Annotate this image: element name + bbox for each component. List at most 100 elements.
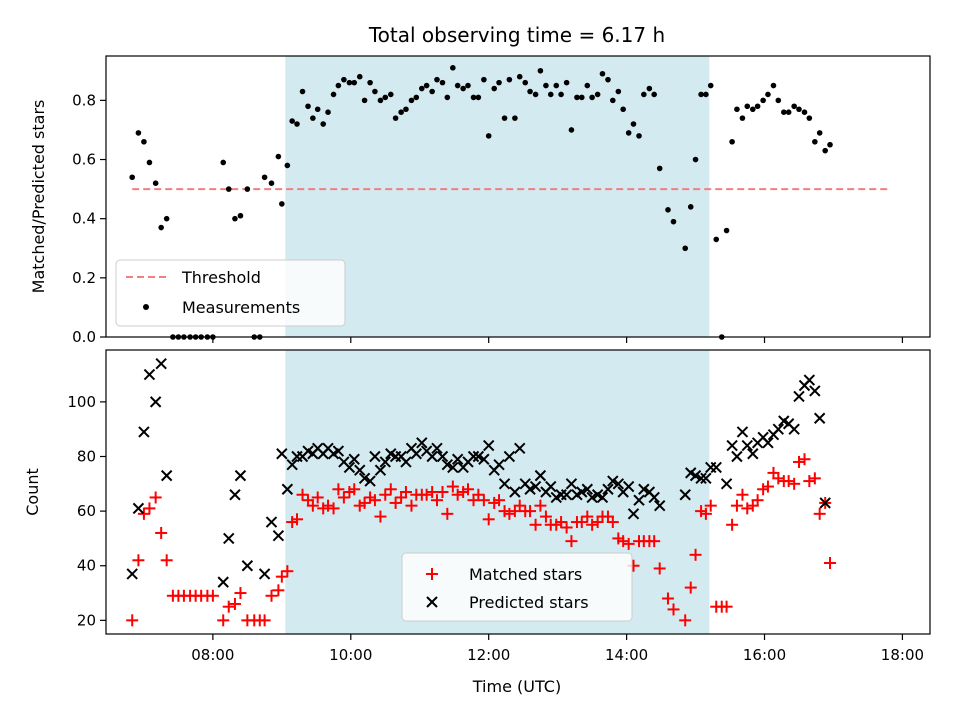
x-b (591, 489, 604, 501)
x-b (234, 469, 247, 482)
measurement-point (372, 88, 378, 95)
x-b (358, 472, 371, 485)
x-b (498, 478, 511, 490)
measurement-point (434, 76, 440, 83)
x-b (126, 568, 138, 580)
matched-star-point (348, 483, 361, 496)
x-b (160, 469, 173, 482)
x-b (679, 489, 691, 501)
x-b (809, 385, 821, 397)
measurement-point (496, 79, 502, 86)
x-b (700, 472, 712, 485)
predicted-star-point (581, 483, 594, 495)
predicted-star-point (498, 478, 511, 490)
x-b (514, 442, 526, 455)
measurement-point (294, 121, 300, 127)
legend-matched-swatch (426, 568, 438, 580)
measurement-point (827, 141, 833, 148)
predicted-star-point (276, 448, 288, 460)
predicted-star-point (358, 472, 371, 485)
x-b (757, 431, 769, 444)
predicted-star-point (622, 480, 635, 493)
matched-star-point (513, 499, 526, 512)
predicted-star-point (281, 483, 294, 495)
matched-star-point (653, 562, 666, 575)
x-b (343, 461, 356, 474)
predicted-star-point (633, 494, 645, 506)
x-b (622, 480, 635, 493)
legend-measurements-swatch (143, 304, 149, 310)
measurement-point (599, 70, 606, 77)
matched-star-point (679, 614, 692, 627)
measurement-point (558, 91, 564, 98)
matched-star-point (772, 472, 785, 485)
predicted-star-point (813, 412, 826, 424)
matched-star-point (751, 494, 764, 507)
predicted-star-point (534, 469, 547, 482)
x-b (648, 491, 660, 504)
predicted-star-point (343, 461, 356, 474)
matched-star-point (446, 480, 459, 493)
x-b (519, 478, 531, 490)
count-panel: 20 40 60 80 100 08:00 10:00 12:00 14:00 16:00 18:… (23, 349, 931, 696)
matched-star-point (477, 494, 490, 507)
matched-star-point (143, 502, 156, 515)
matched-star-point (586, 518, 599, 531)
measurement-point (377, 97, 384, 104)
measurement-point (796, 106, 802, 113)
predicted-star-point (689, 469, 702, 482)
measurement-point (450, 65, 456, 71)
matched-star-point (327, 502, 340, 515)
measurement-point (651, 91, 657, 98)
x-b (689, 469, 702, 482)
x-b (747, 448, 759, 460)
matched-star-point (217, 614, 230, 627)
matched-star-point (560, 521, 573, 534)
matched-star-point (368, 494, 381, 507)
x-b (509, 486, 521, 498)
x-b (332, 445, 345, 457)
y-tick-label: 0.4 (72, 210, 96, 228)
matched-star-point (337, 491, 350, 504)
measurement-point (403, 106, 409, 113)
x-b (653, 499, 666, 512)
x-b (143, 368, 156, 381)
measurement-point (413, 94, 420, 101)
matched-star-point (667, 603, 680, 616)
matched-star-point (792, 455, 805, 468)
measurement-point (749, 106, 756, 113)
measurement-point (470, 94, 477, 101)
measurement-point (387, 91, 394, 98)
measurement-point (765, 91, 771, 98)
ratio-x-axis-ticks (212, 337, 904, 343)
measurement-point (578, 94, 585, 101)
x-b (741, 439, 753, 452)
x-b (731, 450, 743, 463)
x-b (276, 448, 288, 460)
x-b (633, 494, 645, 506)
matched-star-point (699, 507, 712, 520)
x-b (223, 532, 235, 545)
measurement-point (729, 138, 735, 145)
x-b (534, 469, 547, 482)
measurement-point (522, 79, 529, 86)
measurements-series (129, 65, 833, 340)
measurement-point (475, 94, 482, 101)
matched-star-point (160, 554, 173, 567)
predicted-star-point (441, 458, 454, 471)
x-b (472, 450, 485, 463)
measurement-point (656, 165, 663, 172)
predicted-star-point (332, 445, 345, 457)
x-b (726, 439, 738, 452)
predicted-star-point (138, 426, 150, 438)
measurement-point (584, 82, 591, 89)
measurement-point (392, 115, 399, 121)
predicted-star-point (265, 516, 278, 528)
measurement-point (630, 121, 637, 127)
y-tick-label: 0.2 (72, 269, 96, 287)
measurement-point (553, 82, 560, 89)
measurement-point (527, 88, 533, 95)
measurement-point (232, 215, 238, 222)
y-tick-label: 20 (77, 611, 96, 629)
measurement-point (620, 106, 626, 113)
